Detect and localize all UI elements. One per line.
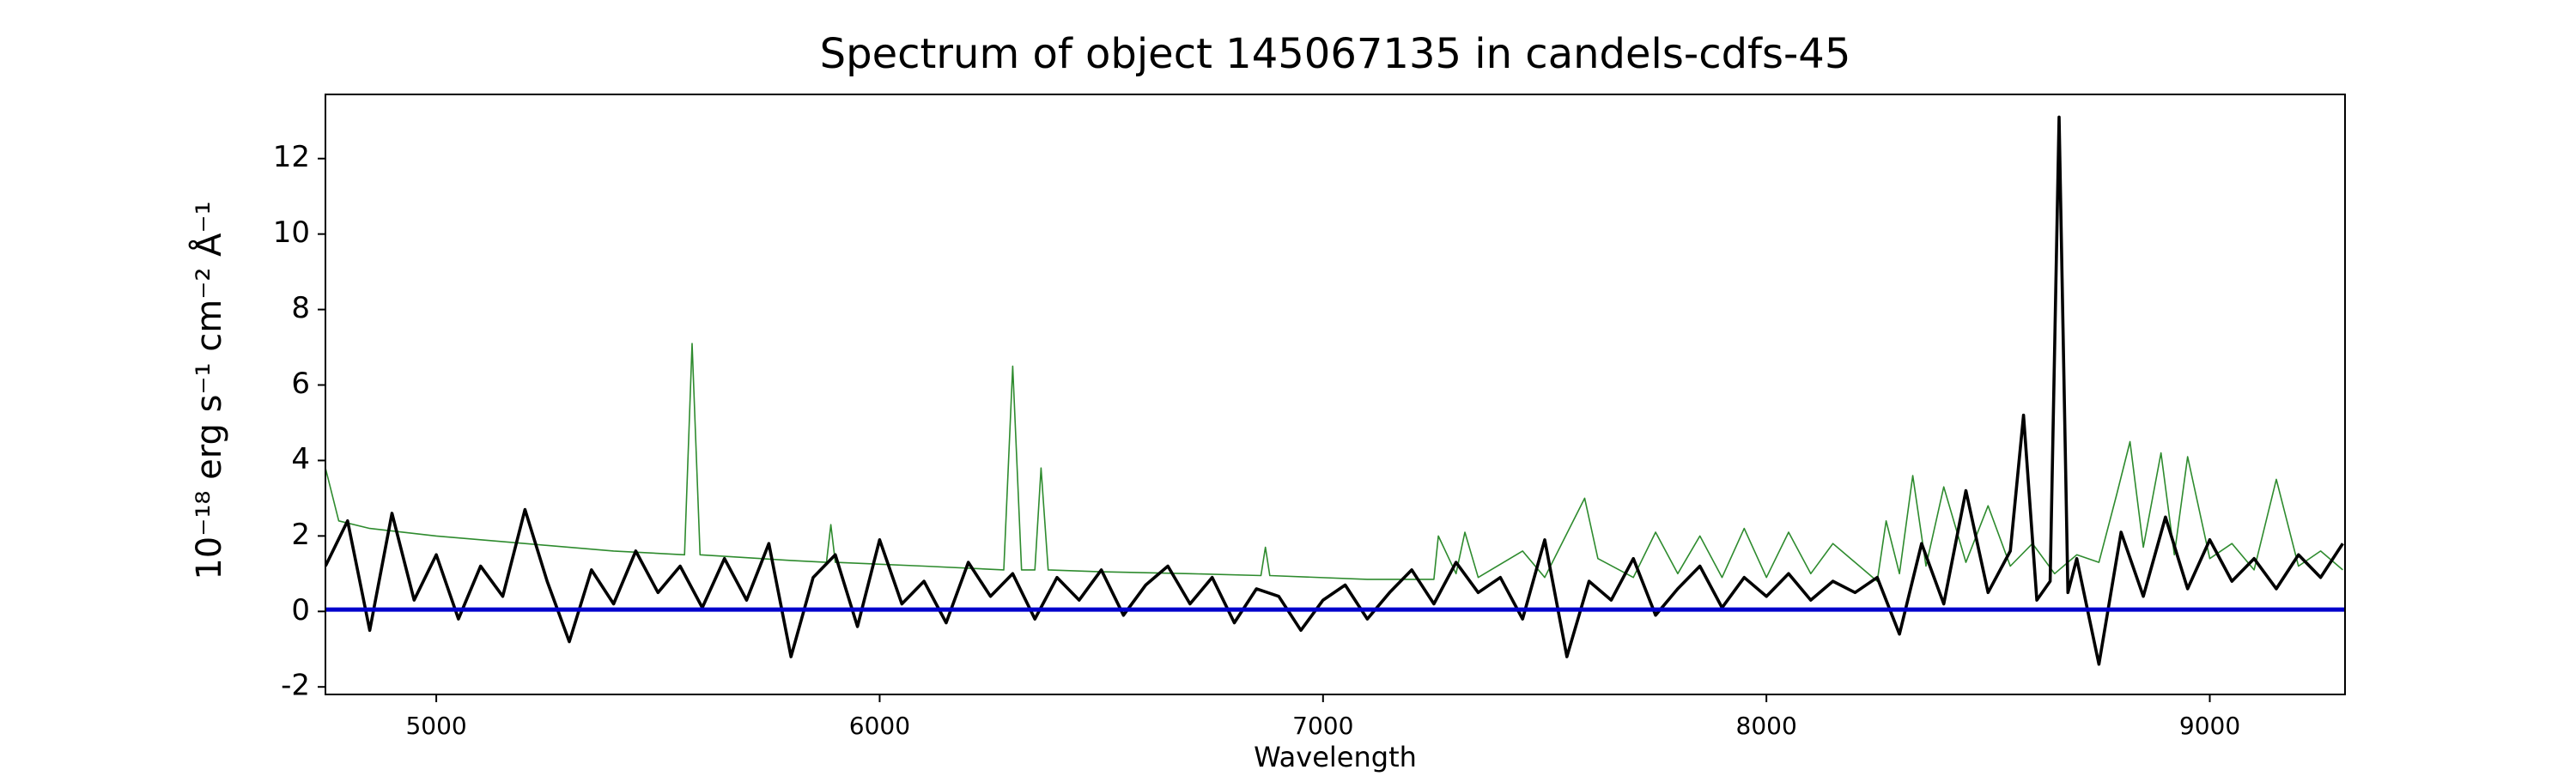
x-tick-label: 6000 [849, 712, 910, 740]
x-tick-label: 9000 [2179, 712, 2240, 740]
y-tick-label: 4 [291, 442, 310, 476]
y-tick-label: 6 [291, 367, 310, 401]
x-tick-label: 7000 [1292, 712, 1353, 740]
x-axis-label: Wavelength [1254, 741, 1417, 773]
x-tick-label: 8000 [1736, 712, 1797, 740]
y-tick-label: 2 [291, 518, 310, 552]
y-tick-label: 8 [291, 291, 310, 325]
plot-frame [325, 94, 2346, 695]
y-tick-label: 0 [291, 593, 310, 627]
y-axis-label: 10⁻¹⁸ erg s⁻¹ cm⁻² Å⁻¹ [188, 201, 229, 579]
chart-title: Spectrum of object 145067135 in candels-… [820, 30, 1851, 78]
spectrum-line [325, 115, 2344, 666]
spectrum-line [325, 343, 2343, 582]
x-tick-label: 5000 [405, 712, 466, 740]
y-tick-label: 10 [273, 215, 310, 250]
y-tick-label: -2 [281, 669, 310, 703]
y-tick-label: 12 [273, 140, 310, 174]
